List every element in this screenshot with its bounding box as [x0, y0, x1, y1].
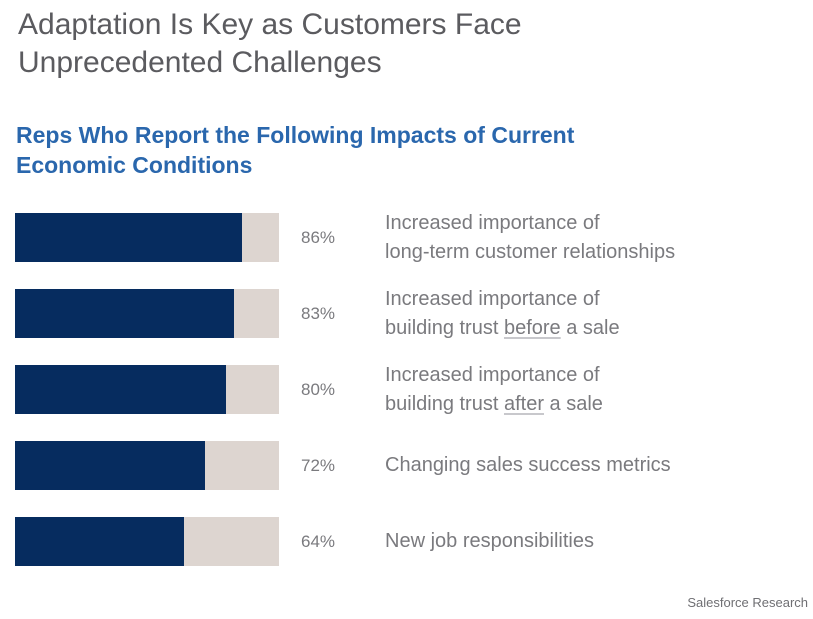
page-title: Adaptation Is Key as Customers Face Unpr… [18, 8, 522, 79]
category-label-line1: Increased importance of [385, 211, 600, 234]
chart-row: 83% Increased importance of building tru… [0, 288, 813, 339]
category-label: Increased importance of building trust b… [385, 288, 620, 339]
category-label-line1: New job responsibilities [385, 530, 594, 552]
label-text: long-term customer relationships [385, 240, 676, 263]
bar [15, 365, 227, 414]
label-emphasis: before [503, 316, 561, 339]
category-label-line1: Increased importance of [385, 287, 600, 310]
value-label: 64% [301, 532, 336, 551]
chart-row: 64% New job responsibilities [0, 517, 813, 567]
label-text: building trust [385, 392, 504, 415]
bar-track [15, 289, 279, 338]
category-label-line2: building trust before a sale [385, 314, 620, 343]
source-credit: Salesforce Research [687, 595, 808, 610]
category-label-line2: building trust after a sale [385, 390, 603, 419]
value-label: 80% [301, 380, 336, 399]
category-label-line1: Increased importance of [385, 363, 600, 386]
bar-track [15, 441, 279, 490]
value-label: 83% [301, 304, 336, 323]
label-emphasis: after [503, 392, 544, 415]
bar-track [15, 213, 279, 262]
category-label: Changing sales success metrics [385, 441, 671, 490]
value-label: 72% [301, 456, 336, 475]
chart-row: 72% Changing sales success metrics [0, 441, 813, 491]
bar [15, 517, 184, 566]
chart-title: Reps Who Report the Following Impacts of… [16, 122, 575, 178]
chart-row: 86% Increased importance of long-term cu… [0, 212, 813, 263]
bar-track [15, 365, 279, 414]
category-label-line2: long-term customer relationships [385, 238, 675, 267]
value-label: 86% [301, 228, 336, 247]
category-label-line1: Changing sales success metrics [385, 454, 671, 476]
chart-row: 80% Increased importance of building tru… [0, 364, 813, 415]
bar-chart: 86% Increased importance of long-term cu… [0, 200, 813, 580]
label-text: a sale [560, 316, 620, 339]
label-text: a sale [544, 392, 603, 415]
category-label: New job responsibilities [385, 517, 594, 566]
bar-track [15, 517, 279, 566]
label-text: building trust [385, 316, 504, 339]
category-label: Increased importance of building trust a… [385, 364, 603, 415]
category-label: Increased importance of long-term custom… [385, 212, 675, 263]
bar [15, 213, 243, 262]
bar [15, 289, 235, 338]
bar [15, 441, 206, 490]
